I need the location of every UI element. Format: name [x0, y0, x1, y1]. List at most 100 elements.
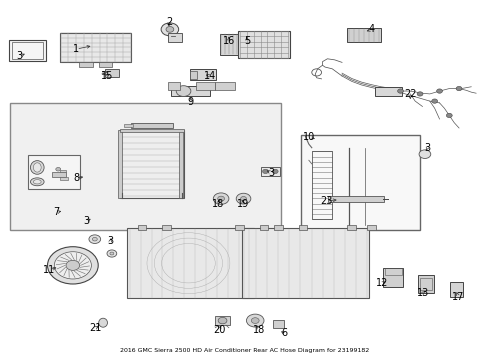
Bar	[179, 130, 183, 198]
Bar	[12, 41, 43, 59]
Bar	[61, 33, 131, 62]
Text: 10: 10	[303, 132, 315, 142]
Bar	[99, 62, 111, 67]
Text: 18: 18	[252, 325, 264, 335]
Text: 18: 18	[211, 199, 224, 210]
Bar	[449, 282, 463, 297]
Circle shape	[431, 99, 437, 103]
Bar	[384, 267, 401, 275]
Bar	[189, 71, 197, 78]
Circle shape	[47, 247, 98, 284]
Bar	[118, 130, 122, 198]
Circle shape	[165, 27, 173, 32]
Bar	[346, 28, 380, 42]
Ellipse shape	[33, 163, 41, 172]
Bar	[374, 87, 401, 96]
Text: 19: 19	[237, 199, 249, 210]
Bar	[366, 225, 375, 230]
Circle shape	[397, 89, 403, 93]
Text: 3: 3	[424, 143, 429, 153]
Bar	[167, 82, 180, 90]
Text: 9: 9	[187, 97, 194, 107]
Bar	[346, 225, 355, 230]
Bar	[195, 82, 215, 90]
Circle shape	[418, 150, 430, 158]
Bar	[168, 33, 182, 42]
Text: 2016 GMC Sierra 2500 HD Air Conditioner Rear AC Hose Diagram for 23199182: 2016 GMC Sierra 2500 HD Air Conditioner …	[120, 348, 368, 353]
Bar	[215, 316, 229, 325]
Bar	[60, 177, 68, 180]
Circle shape	[213, 193, 228, 204]
Bar	[261, 167, 279, 176]
Circle shape	[262, 169, 268, 174]
Text: 2: 2	[165, 17, 172, 27]
Bar	[131, 123, 172, 128]
Text: 23: 23	[320, 196, 332, 206]
Bar	[273, 320, 284, 328]
Text: 12: 12	[375, 278, 387, 288]
Circle shape	[251, 318, 259, 323]
Circle shape	[455, 86, 461, 91]
Text: 3: 3	[107, 236, 113, 246]
Text: 20: 20	[212, 325, 225, 335]
Text: 11: 11	[43, 265, 56, 275]
Bar	[417, 275, 433, 293]
Circle shape	[272, 169, 278, 174]
Circle shape	[217, 196, 224, 201]
Bar	[311, 151, 331, 220]
Text: 3: 3	[268, 168, 274, 178]
Bar	[238, 31, 289, 58]
Bar	[215, 82, 234, 90]
Text: 7: 7	[54, 207, 60, 217]
Text: 4: 4	[367, 24, 374, 35]
Bar	[52, 172, 66, 177]
Bar	[235, 225, 244, 230]
Bar	[300, 135, 419, 230]
Bar	[138, 225, 146, 230]
Bar	[219, 34, 238, 55]
Bar	[162, 225, 170, 230]
Bar	[120, 130, 183, 198]
Circle shape	[176, 86, 190, 96]
Text: 1: 1	[73, 44, 79, 54]
Text: 13: 13	[416, 288, 428, 298]
Text: 3: 3	[16, 51, 22, 61]
Bar	[9, 40, 46, 60]
Circle shape	[110, 252, 114, 255]
Text: 17: 17	[451, 292, 463, 302]
Text: 6: 6	[281, 328, 287, 338]
Bar	[10, 103, 281, 230]
Bar	[120, 129, 183, 132]
Bar	[298, 225, 307, 230]
Circle shape	[56, 167, 61, 171]
Circle shape	[54, 252, 91, 279]
Text: 16: 16	[223, 36, 235, 46]
Circle shape	[107, 250, 117, 257]
Bar	[27, 155, 80, 189]
Text: 3: 3	[83, 216, 89, 226]
Bar	[242, 228, 368, 298]
Circle shape	[161, 23, 178, 36]
Circle shape	[416, 92, 422, 96]
Bar	[123, 124, 133, 127]
Bar	[190, 69, 215, 80]
Bar	[104, 69, 119, 77]
Bar	[171, 86, 210, 96]
Circle shape	[240, 197, 246, 201]
Text: 8: 8	[73, 173, 79, 183]
Ellipse shape	[33, 180, 41, 184]
Circle shape	[436, 89, 442, 93]
Bar	[60, 170, 66, 172]
Bar	[327, 196, 383, 202]
Circle shape	[92, 237, 97, 241]
Ellipse shape	[30, 161, 44, 174]
Circle shape	[246, 314, 264, 327]
Circle shape	[218, 318, 226, 324]
Ellipse shape	[99, 318, 107, 327]
Circle shape	[89, 235, 101, 243]
Circle shape	[66, 260, 80, 270]
Circle shape	[236, 193, 250, 204]
Ellipse shape	[30, 178, 44, 186]
Text: 15: 15	[101, 71, 113, 81]
Bar	[419, 278, 431, 290]
